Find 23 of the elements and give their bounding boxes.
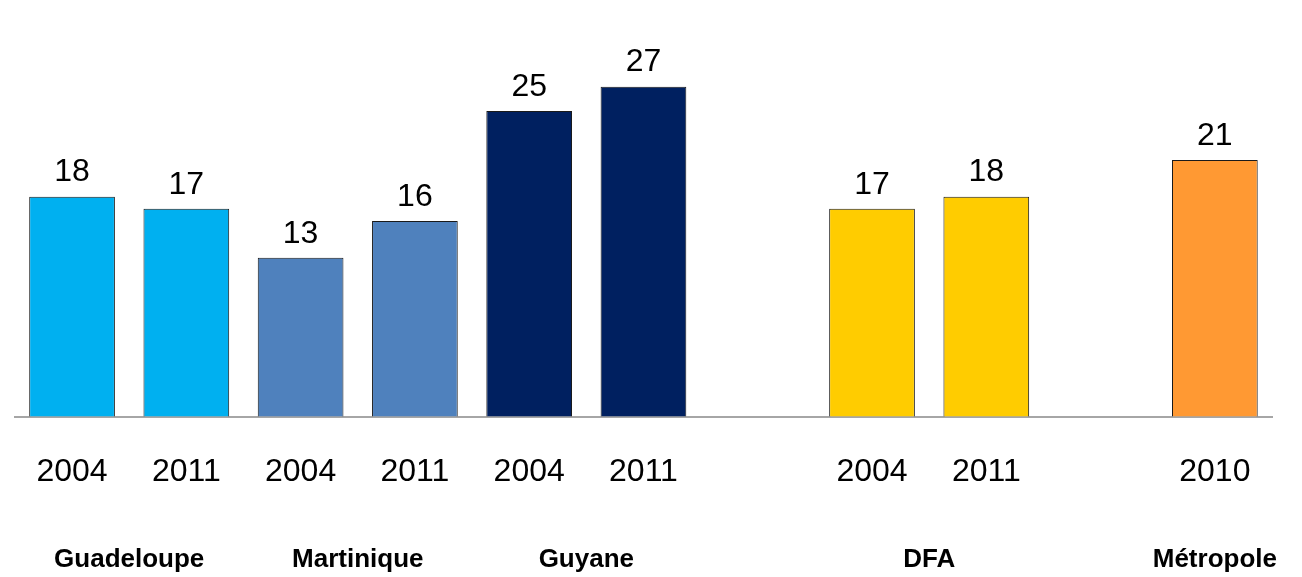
data-label: 16 (397, 176, 433, 213)
x-tick-label: 2011 (951, 451, 1021, 488)
data-label: 17 (854, 164, 890, 201)
x-tick-label: 2011 (380, 451, 450, 488)
text: Guyane (538, 543, 634, 574)
text: Métropole (1152, 543, 1277, 574)
data-label: 13 (282, 213, 319, 250)
x-tick-label: 2004 (836, 451, 908, 488)
data-label: 25 (511, 66, 547, 103)
x-tick-label: 2011 (151, 451, 221, 488)
x-tick-label: 2004 (493, 451, 565, 488)
data-label: 18 (54, 152, 90, 189)
data-label: 21 (1197, 115, 1233, 152)
data-label: 18 (968, 152, 1005, 189)
x-tick-label: 2004 (265, 451, 337, 488)
x-tick-label: 2011 (609, 451, 678, 488)
x-tick-label: 2010 (1179, 451, 1251, 488)
x-tick-label: 2004 (36, 451, 108, 488)
data-label: 17 (168, 164, 205, 201)
text: Guadeloupe (54, 543, 205, 574)
text: DFA (903, 543, 956, 574)
data-label: 27 (625, 42, 662, 79)
text: Martinique (292, 543, 424, 574)
